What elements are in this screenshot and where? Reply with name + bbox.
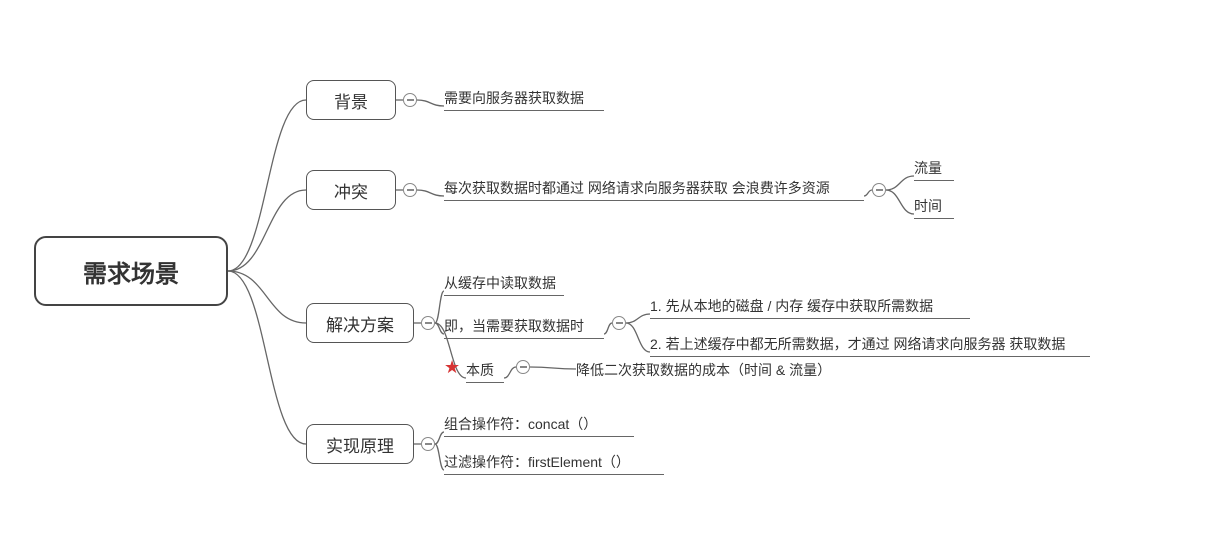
branch-conflict-label: 冲突 xyxy=(334,178,368,203)
toggle-impl[interactable] xyxy=(421,437,435,451)
branch-bg[interactable]: 背景 xyxy=(306,80,396,120)
leaf-solution-0: 从缓存中读取数据 xyxy=(444,273,564,296)
leaf-conflict-0-1: 时间 xyxy=(914,196,954,219)
leaf-solution-1: 即，当需要获取数据时 xyxy=(444,316,604,339)
leaf-bg-0-text: 需要向服务器获取数据 xyxy=(444,88,584,108)
branch-impl[interactable]: 实现原理 xyxy=(306,424,414,464)
leaf-conflict-0-1-text: 时间 xyxy=(914,196,942,216)
star-icon: ★ xyxy=(444,357,460,378)
leaf-solution-2-text: 本质 xyxy=(466,360,494,380)
leaf-conflict-0-0: 流量 xyxy=(914,158,954,181)
leaf-impl-1: 过滤操作符：firstElement（） xyxy=(444,452,664,475)
leaf-solution-2-0: 降低二次获取数据的成本（时间 & 流量） xyxy=(576,360,856,380)
leaf-impl-0: 组合操作符：concat（） xyxy=(444,414,634,437)
mindmap-root[interactable]: 需求场景 xyxy=(34,236,228,306)
leaf-solution-1-0-text: 1. 先从本地的磁盘 / 内存 缓存中获取所需数据 xyxy=(650,296,933,316)
toggle-solution[interactable] xyxy=(421,316,435,330)
root-label: 需求场景 xyxy=(83,254,179,289)
leaf-impl-1-text: 过滤操作符：firstElement（） xyxy=(444,452,630,472)
branch-conflict[interactable]: 冲突 xyxy=(306,170,396,210)
leaf-solution-2: 本质 xyxy=(466,360,504,383)
branch-bg-label: 背景 xyxy=(334,88,368,113)
branch-solution[interactable]: 解决方案 xyxy=(306,303,414,343)
leaf-conflict-0-0-text: 流量 xyxy=(914,158,942,178)
toggle-solution-2[interactable] xyxy=(516,360,530,374)
leaf-solution-1-1: 2. 若上述缓存中都无所需数据，才通过 网络请求向服务器 获取数据 xyxy=(650,334,1090,357)
leaf-solution-1-text: 即，当需要获取数据时 xyxy=(444,316,584,336)
leaf-solution-0-text: 从缓存中读取数据 xyxy=(444,273,556,293)
toggle-conflict[interactable] xyxy=(403,183,417,197)
branch-solution-label: 解决方案 xyxy=(326,311,394,336)
toggle-bg[interactable] xyxy=(403,93,417,107)
leaf-conflict-0: 每次获取数据时都通过 网络请求向服务器获取 会浪费许多资源 xyxy=(444,178,864,201)
leaf-solution-2-0-text: 降低二次获取数据的成本（时间 & 流量） xyxy=(576,360,831,380)
toggle-conflict-sub[interactable] xyxy=(872,183,886,197)
leaf-solution-1-1-text: 2. 若上述缓存中都无所需数据，才通过 网络请求向服务器 获取数据 xyxy=(650,334,1065,354)
leaf-conflict-0-text: 每次获取数据时都通过 网络请求向服务器获取 会浪费许多资源 xyxy=(444,178,830,198)
branch-impl-label: 实现原理 xyxy=(326,432,394,457)
toggle-solution-1[interactable] xyxy=(612,316,626,330)
leaf-bg-0: 需要向服务器获取数据 xyxy=(444,88,604,111)
leaf-solution-1-0: 1. 先从本地的磁盘 / 内存 缓存中获取所需数据 xyxy=(650,296,970,319)
leaf-impl-0-text: 组合操作符：concat（） xyxy=(444,414,597,434)
